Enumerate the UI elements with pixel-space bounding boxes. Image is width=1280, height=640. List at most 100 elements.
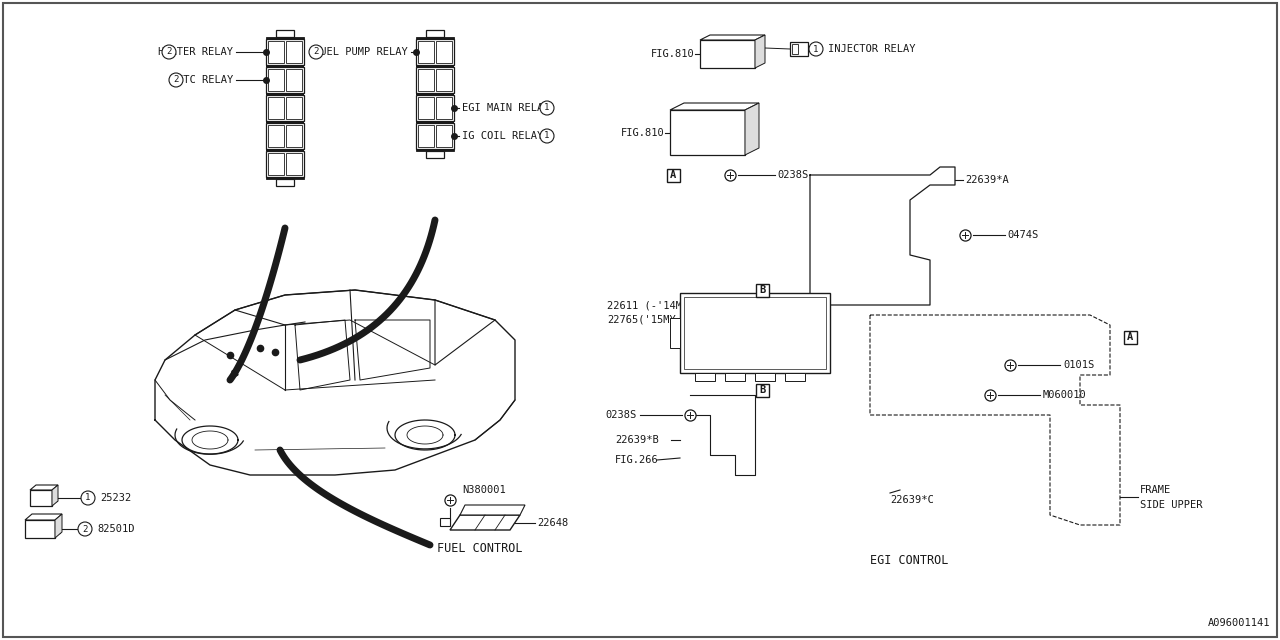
Bar	[268, 153, 284, 175]
Bar	[680, 293, 829, 373]
Bar	[268, 69, 284, 91]
Text: 0101S: 0101S	[1062, 360, 1094, 370]
Bar	[700, 40, 755, 68]
Polygon shape	[55, 514, 61, 538]
Text: FUEL CONTROL: FUEL CONTROL	[438, 541, 522, 554]
Polygon shape	[29, 485, 58, 490]
Bar	[436, 97, 452, 119]
Text: 2: 2	[82, 525, 88, 534]
Polygon shape	[26, 514, 61, 520]
Text: B: B	[759, 285, 765, 295]
Bar	[285, 125, 302, 147]
Bar	[55, 525, 60, 533]
Text: EGI MAIN RELAY: EGI MAIN RELAY	[462, 103, 549, 113]
Text: FIG.810: FIG.810	[621, 127, 666, 138]
Text: 82501D: 82501D	[97, 524, 134, 534]
Text: 0238S: 0238S	[777, 170, 808, 180]
Bar	[436, 41, 452, 63]
Text: 22611 (-'14MY): 22611 (-'14MY)	[607, 300, 695, 310]
Circle shape	[540, 129, 554, 143]
Bar	[268, 41, 284, 63]
Bar	[416, 65, 454, 67]
Text: 22639*C: 22639*C	[890, 495, 933, 505]
Text: A: A	[1126, 332, 1133, 342]
Text: A: A	[669, 170, 676, 180]
Bar	[426, 30, 444, 37]
Text: FRAME: FRAME	[1140, 485, 1171, 495]
Text: 1: 1	[544, 104, 549, 113]
Bar	[416, 37, 454, 39]
Bar	[419, 69, 434, 91]
Polygon shape	[52, 485, 58, 506]
Text: 1: 1	[813, 45, 819, 54]
Bar	[285, 69, 302, 91]
Bar	[785, 373, 805, 381]
Circle shape	[809, 42, 823, 56]
Bar	[416, 95, 454, 121]
Text: M060010: M060010	[1043, 390, 1087, 400]
Circle shape	[78, 522, 92, 536]
Text: 22765('15MY-): 22765('15MY-)	[607, 315, 689, 325]
Text: B: B	[759, 385, 765, 395]
Polygon shape	[451, 515, 520, 530]
Text: 22639*A: 22639*A	[965, 175, 1009, 185]
Text: FIG.810: FIG.810	[652, 49, 695, 59]
Bar	[724, 373, 745, 381]
Polygon shape	[460, 505, 525, 515]
Bar	[266, 121, 305, 123]
Text: 25232: 25232	[100, 493, 132, 503]
Bar	[416, 121, 454, 123]
Text: FUEL PUMP RELAY: FUEL PUMP RELAY	[315, 47, 408, 57]
Circle shape	[169, 73, 183, 87]
Bar	[695, 373, 716, 381]
Bar	[667, 168, 680, 182]
Bar	[266, 65, 305, 67]
Polygon shape	[669, 103, 759, 110]
Text: 22648: 22648	[538, 518, 568, 528]
Bar	[1124, 330, 1137, 344]
Bar	[285, 97, 302, 119]
Circle shape	[163, 45, 177, 59]
Bar	[790, 42, 808, 56]
Text: 1: 1	[86, 493, 91, 502]
Bar	[416, 93, 454, 95]
Text: 0238S: 0238S	[605, 410, 637, 420]
Bar	[440, 518, 451, 526]
Bar	[29, 490, 52, 506]
Text: 2: 2	[173, 76, 179, 84]
Bar	[416, 67, 454, 93]
Bar	[426, 151, 444, 158]
Bar	[276, 179, 294, 186]
Bar	[792, 44, 797, 54]
Text: FIG.266: FIG.266	[614, 455, 659, 465]
Bar	[436, 69, 452, 91]
Bar	[755, 373, 774, 381]
Bar	[266, 177, 305, 179]
Text: A096001141: A096001141	[1207, 618, 1270, 628]
Text: 0474S: 0474S	[1007, 230, 1038, 240]
Text: 1: 1	[544, 131, 549, 141]
Bar	[416, 123, 454, 149]
Bar	[755, 284, 768, 296]
Text: HEATER RELAY: HEATER RELAY	[157, 47, 233, 57]
Bar	[266, 151, 305, 177]
Bar	[266, 39, 305, 65]
Bar	[684, 297, 826, 369]
Text: EGI CONTROL: EGI CONTROL	[870, 554, 948, 566]
Bar	[669, 318, 680, 348]
Bar	[419, 97, 434, 119]
Bar	[276, 30, 294, 37]
Bar	[266, 95, 305, 121]
Bar	[266, 123, 305, 149]
Bar	[419, 125, 434, 147]
Bar	[52, 495, 58, 501]
Bar	[669, 110, 745, 155]
Bar	[266, 149, 305, 151]
Text: ETC RELAY: ETC RELAY	[177, 75, 233, 85]
Bar	[266, 37, 305, 39]
Text: IG COIL RELAY: IG COIL RELAY	[462, 131, 543, 141]
Text: INJECTOR RELAY: INJECTOR RELAY	[828, 44, 915, 54]
Bar	[416, 39, 454, 65]
Bar	[755, 383, 768, 397]
Polygon shape	[755, 35, 765, 68]
